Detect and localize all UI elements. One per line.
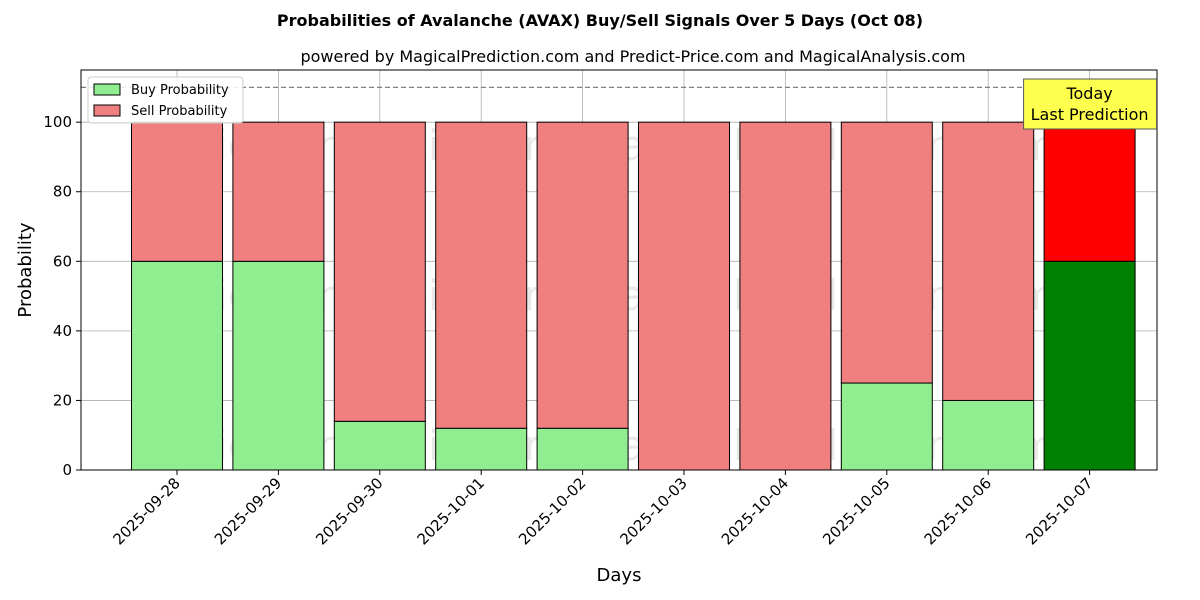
bar-buy-2025-10-06 <box>942 399 1035 471</box>
bar-buy-2025-10-02 <box>536 427 629 471</box>
today-annotation: Today Last Prediction <box>1023 78 1158 130</box>
y-tick-label: 40 <box>53 322 72 340</box>
bar-buy-2025-10-01 <box>435 427 528 471</box>
chart-title: Probabilities of Avalanche (AVAX) Buy/Se… <box>277 11 923 30</box>
chart-subtitle: powered by MagicalPrediction.com and Pre… <box>300 47 965 66</box>
bar-sell-2025-10-06 <box>942 121 1035 401</box>
y-tick-label: 100 <box>43 113 72 131</box>
bar-sell-2025-09-30 <box>333 121 426 422</box>
bar-sell-2025-10-02 <box>536 121 629 429</box>
legend-label: Buy Probability <box>131 83 229 98</box>
bar-buy-2025-10-07 <box>1043 260 1136 471</box>
legend-box <box>87 76 244 124</box>
annotation-text: Last Prediction <box>1031 105 1149 124</box>
bar-sell-2025-10-05 <box>840 121 933 384</box>
bar-sell-2025-09-29 <box>232 121 325 262</box>
legend: Buy Probability Sell Probability <box>87 76 244 124</box>
bar-sell-2025-09-28 <box>131 121 223 262</box>
annotation-text: Today <box>1065 84 1112 103</box>
y-tick-label: 60 <box>53 252 72 270</box>
bar-sell-2025-10-03 <box>638 121 730 471</box>
bar-buy-2025-09-30 <box>333 420 426 471</box>
y-tick-label: 80 <box>53 183 72 201</box>
y-axis-ticks: 0 20 40 60 80 100 <box>43 113 81 479</box>
bars-layer <box>131 121 1136 471</box>
bar-sell-2025-10-01 <box>435 121 528 429</box>
bar-sell-2025-10-04 <box>739 121 832 471</box>
legend-swatch <box>93 104 121 117</box>
bar-sell-2025-10-07 <box>1043 121 1136 262</box>
annotation-box <box>1023 78 1158 130</box>
y-axis-label: Probability <box>15 222 36 317</box>
y-tick-label: 20 <box>53 391 72 409</box>
legend-label: Sell Probability <box>131 104 228 119</box>
bar-buy-2025-09-29 <box>232 260 325 471</box>
legend-swatch <box>93 83 121 96</box>
y-tick-label: 0 <box>62 461 72 479</box>
bar-buy-2025-09-28 <box>131 260 223 471</box>
bar-buy-2025-10-05 <box>840 382 933 471</box>
plot-frame <box>80 69 1158 471</box>
x-axis-label: Days <box>597 565 642 586</box>
